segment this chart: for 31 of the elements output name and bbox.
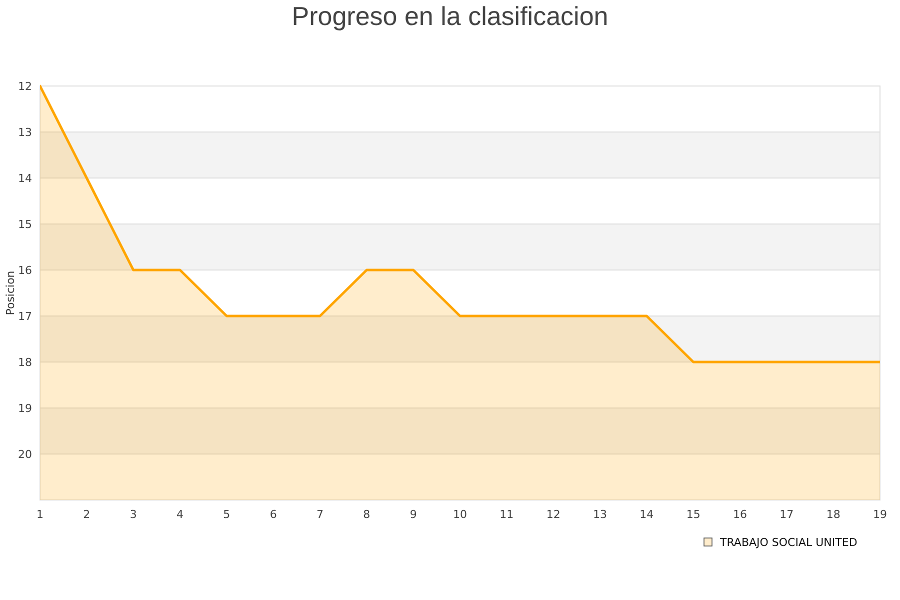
y-tick-label: 12 <box>18 80 32 93</box>
legend-label: TRABAJO SOCIAL UNITED <box>719 536 858 549</box>
x-tick-label: 15 <box>686 508 700 521</box>
x-tick-label: 6 <box>270 508 277 521</box>
y-tick-label: 20 <box>18 448 32 461</box>
x-tick-label: 18 <box>826 508 840 521</box>
y-tick-label: 15 <box>18 218 32 231</box>
y-tick-label: 13 <box>18 126 32 139</box>
x-tick-label: 14 <box>640 508 654 521</box>
x-tick-label: 7 <box>316 508 324 521</box>
y-tick-label: 19 <box>18 402 32 415</box>
x-tick-label: 19 <box>873 508 887 521</box>
y-tick-label: 16 <box>18 264 32 277</box>
x-tick-label: 13 <box>593 508 607 521</box>
y-axis-title: Posicion <box>4 270 17 316</box>
x-tick-label: 12 <box>546 508 560 521</box>
x-tick-label: 2 <box>83 508 90 521</box>
x-tick-label: 11 <box>500 508 514 521</box>
x-tick-label: 10 <box>453 508 467 521</box>
x-tick-label: 16 <box>733 508 747 521</box>
x-tick-label: 3 <box>130 508 137 521</box>
y-tick-label: 17 <box>18 310 32 323</box>
x-tick-label: 4 <box>176 508 184 521</box>
x-tick-label: 17 <box>780 508 794 521</box>
x-tick-label: 9 <box>410 508 417 521</box>
x-tick-label: 8 <box>363 508 370 521</box>
x-tick-label: 1 <box>36 508 44 521</box>
x-tick-label: 5 <box>223 508 230 521</box>
chart-title: Progreso en la clasificacion <box>292 1 608 31</box>
y-tick-label: 14 <box>18 172 32 185</box>
y-tick-label: 18 <box>18 356 32 369</box>
